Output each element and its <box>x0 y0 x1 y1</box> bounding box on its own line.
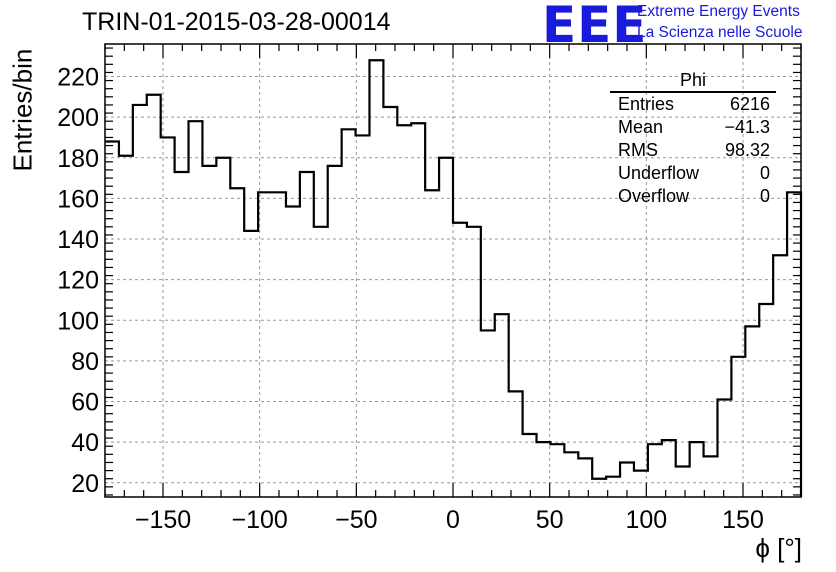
histogram-bin <box>648 444 662 497</box>
histogram-bin <box>244 231 258 497</box>
x-tick-label: 0 <box>446 506 460 534</box>
histogram-bin <box>509 391 523 497</box>
histogram-bin <box>425 190 439 497</box>
chart-title: TRIN-01-2015-03-28-00014 <box>82 8 391 36</box>
histogram-bin <box>133 105 147 497</box>
stats-label: Overflow <box>618 186 690 206</box>
histogram-bin <box>189 121 203 497</box>
logo-subtitle-1: Extreme Energy Events <box>637 3 800 20</box>
histogram-bin <box>564 452 578 497</box>
stats-value: 0 <box>759 163 770 183</box>
x-tick-label: −50 <box>335 506 377 534</box>
histogram-bin <box>161 137 175 497</box>
y-tick-label: 200 <box>57 104 99 132</box>
histogram-bin <box>550 444 564 497</box>
histogram-bin <box>272 192 286 497</box>
histogram-bin <box>481 330 495 497</box>
stats-value: 98.32 <box>724 140 770 160</box>
x-tick-label: 150 <box>722 506 764 534</box>
histogram-bin <box>704 456 718 497</box>
histogram-bin <box>356 135 370 497</box>
y-tick-label: 180 <box>57 145 99 173</box>
histogram-bin <box>286 207 300 497</box>
x-tick-label: 50 <box>536 506 564 534</box>
stats-label: Underflow <box>618 163 700 183</box>
histogram-bin <box>314 227 328 497</box>
histogram-bin <box>467 227 481 497</box>
stats-row-underflow: Underflow 0 <box>610 162 776 185</box>
histogram-bin <box>731 357 745 497</box>
y-tick-label: 20 <box>71 470 99 498</box>
histogram-bin <box>411 123 425 497</box>
histogram-bin <box>690 442 704 497</box>
x-tick-label: −150 <box>135 506 191 534</box>
x-axis-label: ϕ [°] <box>755 533 802 563</box>
histogram-bin <box>175 172 189 497</box>
histogram-bin <box>773 255 787 497</box>
stats-box: Phi Entries 6216 Mean −41.3 RMS 98.32 Under… <box>610 70 776 208</box>
histogram-bin <box>676 467 690 497</box>
y-tick-label: 160 <box>57 185 99 213</box>
histogram-bin <box>592 479 606 497</box>
logo-subtitle-2: La Scienza nelle Scuole <box>637 24 803 41</box>
histogram-bin <box>397 125 411 497</box>
histogram-bin <box>745 326 759 497</box>
stats-value: −41.3 <box>724 117 770 137</box>
histogram-bin <box>258 192 272 497</box>
x-tick-label: −100 <box>232 506 288 534</box>
stats-label: Entries <box>618 94 675 114</box>
histogram-bin <box>369 60 383 497</box>
stats-row-entries: Entries 6216 <box>610 93 776 116</box>
histogram-bin <box>787 192 801 497</box>
histogram-bin <box>537 442 551 497</box>
stats-value: 6216 <box>729 94 770 114</box>
histogram-bin <box>230 188 244 497</box>
histogram-bin <box>119 156 133 497</box>
stats-row-overflow: Overflow 0 <box>610 185 776 208</box>
histogram-bin <box>662 440 676 497</box>
histogram-bin <box>147 95 161 497</box>
histogram-bin <box>216 158 230 497</box>
histogram-bin <box>383 107 397 497</box>
histogram-bin <box>717 399 731 497</box>
histogram-bin <box>495 314 509 497</box>
histogram-bin <box>328 166 342 497</box>
y-tick-label: 220 <box>57 64 99 92</box>
stats-row-rms: RMS 98.32 <box>610 139 776 162</box>
stats-value: 0 <box>759 186 770 206</box>
histogram-bin <box>202 166 216 497</box>
histogram-bin <box>578 458 592 497</box>
histogram-bin <box>300 172 314 497</box>
histogram-bin <box>439 158 453 497</box>
stats-row-mean: Mean −41.3 <box>610 116 776 139</box>
eee-logo: EEE <box>542 0 648 54</box>
y-tick-label: 120 <box>57 267 99 295</box>
y-tick-label: 60 <box>71 389 99 417</box>
x-tick-label: 100 <box>625 506 667 534</box>
histogram-series-line <box>105 59 803 497</box>
histogram-bin <box>523 434 537 497</box>
y-tick-label: 40 <box>71 429 99 457</box>
histogram-bin <box>453 223 467 497</box>
y-tick-label: 100 <box>57 307 99 335</box>
stats-label: Mean <box>618 117 664 137</box>
stats-title: Phi <box>610 70 776 93</box>
histogram-bin <box>759 304 773 497</box>
stats-label: RMS <box>618 140 658 160</box>
y-tick-label: 80 <box>71 348 99 376</box>
y-tick-label: 140 <box>57 226 99 254</box>
histogram-bin <box>342 129 356 497</box>
